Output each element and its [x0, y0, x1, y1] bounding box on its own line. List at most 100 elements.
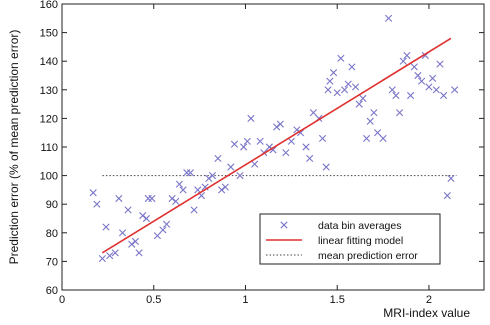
marker-stroke [351, 83, 360, 91]
y-tick-label: 120 [40, 113, 58, 125]
marker-stroke [190, 206, 198, 214]
marker-stroke [236, 172, 244, 180]
marker-stroke [280, 221, 288, 229]
data-bin-average-point [373, 129, 382, 137]
data-bin-average-point [236, 172, 244, 180]
marker-stroke [355, 100, 363, 108]
data-bin-average-point [443, 192, 451, 200]
marker-stroke [293, 126, 301, 134]
data-bin-average-point [148, 194, 156, 203]
marker-stroke [168, 194, 176, 203]
marker-stroke [309, 109, 317, 117]
series-layer [89, 14, 459, 263]
marker-stroke [348, 63, 356, 71]
marker-stroke [392, 91, 400, 100]
data-bin-average-point [429, 74, 437, 82]
data-bin-average-point [172, 197, 180, 205]
marker-stroke [388, 86, 396, 94]
data-bin-average-point [359, 94, 367, 102]
marker-stroke [322, 163, 330, 171]
marker-stroke [385, 14, 393, 22]
data-bin-average-point [309, 109, 317, 117]
data-bin-average-point [407, 91, 415, 100]
data-bin-average-point [205, 174, 213, 183]
data-bin-average-point [175, 180, 184, 188]
marker-stroke [366, 117, 374, 125]
data-bin-average-point [111, 249, 119, 257]
marker-stroke [440, 91, 448, 100]
marker-stroke [251, 160, 259, 168]
data-bin-average-point [124, 206, 132, 214]
marker-stroke [276, 120, 284, 128]
y-tick-label: 80 [46, 228, 58, 240]
data-bin-average-point [379, 134, 387, 143]
data-bin-average-point [344, 80, 352, 88]
linear-fit-line [101, 37, 452, 254]
marker-stroke [197, 192, 206, 200]
marker-stroke [227, 163, 235, 171]
marker-stroke [333, 89, 341, 97]
data-bin-average-point [392, 91, 400, 100]
marker-stroke [89, 189, 97, 197]
y-tick-label: 160 [40, 0, 58, 11]
x-tick-label: 1.5 [330, 294, 345, 306]
marker-stroke [201, 183, 209, 191]
tick-layer: 0 0.5 1 1.5 2 60 70 80 90 100 110 120 130 140 150 160 [40, 0, 484, 306]
x-tick-label: 0 [59, 294, 65, 306]
marker-stroke [324, 86, 332, 94]
marker-stroke [93, 200, 101, 208]
marker-stroke [243, 137, 251, 145]
marker-stroke [128, 240, 136, 248]
legend-markers-swatch [280, 221, 288, 229]
data-bin-average-point [102, 223, 110, 231]
data-bin-average-point [115, 194, 123, 203]
x-tick-label: 2 [426, 294, 432, 306]
data-bin-average-point [326, 77, 334, 85]
data-bin-average-point [447, 174, 455, 183]
marker-stroke [373, 129, 382, 137]
marker-stroke [106, 252, 114, 260]
data-bin-average-point [208, 172, 217, 180]
marker-stroke [159, 226, 167, 234]
marker-stroke [148, 194, 156, 203]
legend-marker-cross [280, 221, 288, 229]
data-bin-average-point [128, 240, 136, 248]
marker-stroke [344, 80, 352, 88]
data-bin-average-point [186, 169, 195, 177]
marker-stroke [302, 143, 310, 151]
marker-stroke [102, 223, 110, 231]
marker-stroke [436, 60, 444, 68]
marker-stroke [329, 69, 338, 77]
marker-stroke [379, 134, 387, 143]
marker-stroke [282, 149, 290, 157]
marker-stroke [98, 254, 106, 263]
data-bin-average-point [251, 160, 259, 168]
marker-stroke [403, 51, 411, 60]
marker-stroke [175, 180, 184, 188]
data-bin-average-point [351, 83, 360, 91]
data-bin-average-point [106, 252, 114, 260]
y-tick-label: 150 [40, 28, 58, 40]
marker-stroke [432, 86, 440, 94]
data-bin-average-point [240, 143, 248, 151]
data-bin-average-point [179, 186, 187, 194]
data-bin-average-point [388, 86, 396, 94]
marker-stroke [362, 134, 371, 143]
data-bin-average-point [425, 83, 433, 91]
marker-stroke [399, 57, 407, 65]
legend-label-markers: data bin averages [318, 220, 401, 232]
marker-stroke [451, 86, 459, 94]
y-tick-label: 110 [40, 142, 58, 154]
data-bin-average-point [432, 86, 440, 94]
marker-stroke [256, 137, 264, 145]
data-bin-average-point [337, 54, 345, 62]
data-bin-average-point [414, 71, 422, 80]
marker-stroke [172, 197, 180, 205]
data-bin-average-point [243, 137, 251, 145]
legend-box [259, 213, 441, 265]
data-bin-average-point [318, 134, 327, 143]
data-bin-average-point [282, 149, 290, 157]
data-bin-average-point [399, 57, 407, 65]
data-bin-average-point [135, 249, 143, 257]
data-bin-average-point [306, 154, 314, 163]
